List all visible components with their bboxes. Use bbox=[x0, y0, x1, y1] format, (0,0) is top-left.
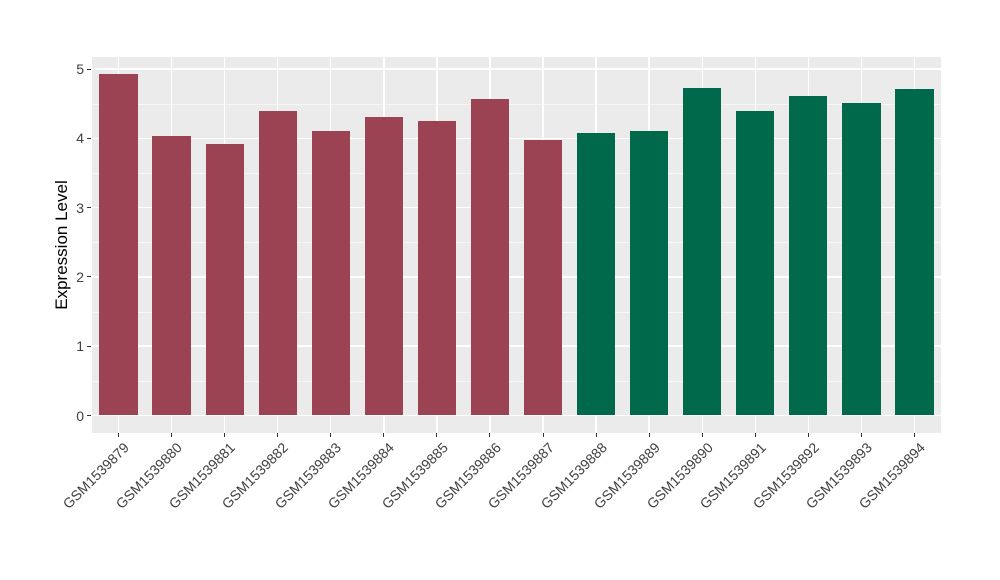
bar-GSM1539893 bbox=[842, 102, 881, 416]
x-tick-mark bbox=[436, 433, 438, 437]
bar-GSM1539888 bbox=[576, 133, 616, 416]
bar-GSM1539879 bbox=[99, 73, 138, 416]
x-tick-mark bbox=[171, 433, 173, 437]
x-tick-mark bbox=[913, 433, 915, 437]
major-gridline-y bbox=[92, 68, 941, 70]
x-tick-mark bbox=[489, 433, 491, 437]
y-tick-label: 3 bbox=[76, 199, 84, 216]
x-tick-mark bbox=[277, 433, 279, 437]
x-tick-mark bbox=[330, 433, 332, 437]
bar-GSM1539891 bbox=[736, 110, 775, 416]
major-gridline-y bbox=[92, 206, 941, 209]
bar-GSM1539886 bbox=[470, 98, 510, 416]
x-tick-mark bbox=[754, 433, 756, 437]
x-tick-mark bbox=[595, 433, 597, 437]
bar-GSM1539892 bbox=[789, 96, 828, 416]
bar-GSM1539883 bbox=[311, 131, 350, 416]
x-tick-mark bbox=[542, 433, 544, 437]
x-tick-mark bbox=[701, 433, 703, 437]
bar-GSM1539885 bbox=[417, 120, 456, 416]
minor-gridline-y bbox=[92, 242, 941, 244]
x-tick-mark bbox=[648, 433, 650, 437]
bar-GSM1539894 bbox=[895, 89, 934, 416]
y-tick-mark bbox=[87, 207, 91, 209]
x-tick-mark bbox=[860, 433, 862, 437]
y-tick-label: 1 bbox=[76, 338, 84, 355]
bar-GSM1539881 bbox=[205, 143, 244, 416]
y-tick-mark bbox=[87, 276, 91, 278]
y-tick-mark bbox=[87, 345, 91, 347]
x-tick-mark bbox=[118, 433, 120, 437]
plot-panel bbox=[92, 57, 941, 433]
major-gridline-y bbox=[92, 137, 941, 140]
y-tick-mark bbox=[87, 415, 91, 416]
major-gridline-y bbox=[92, 276, 941, 278]
minor-gridline-y bbox=[92, 103, 941, 105]
bar-GSM1539882 bbox=[258, 110, 297, 416]
minor-gridline-y bbox=[92, 380, 941, 382]
bar-GSM1539880 bbox=[152, 136, 191, 416]
y-tick-label: 4 bbox=[76, 130, 84, 147]
major-gridline-y bbox=[92, 345, 941, 347]
bar-GSM1539889 bbox=[630, 131, 669, 416]
y-tick-mark bbox=[87, 137, 91, 139]
minor-gridline-y bbox=[92, 311, 941, 313]
major-gridline-y bbox=[92, 414, 941, 417]
bar-GSM1539890 bbox=[683, 88, 722, 416]
x-tick-mark bbox=[383, 433, 385, 437]
y-tick-mark bbox=[87, 68, 91, 70]
y-tick-label: 5 bbox=[76, 61, 84, 77]
y-tick-label: 2 bbox=[76, 268, 84, 285]
bar-GSM1539884 bbox=[364, 116, 403, 416]
bar-GSM1539887 bbox=[523, 139, 563, 416]
x-tick-mark bbox=[224, 433, 226, 437]
minor-gridline-y bbox=[92, 172, 941, 174]
x-tick-mark bbox=[807, 433, 809, 437]
y-tick-label: 0 bbox=[76, 407, 84, 424]
